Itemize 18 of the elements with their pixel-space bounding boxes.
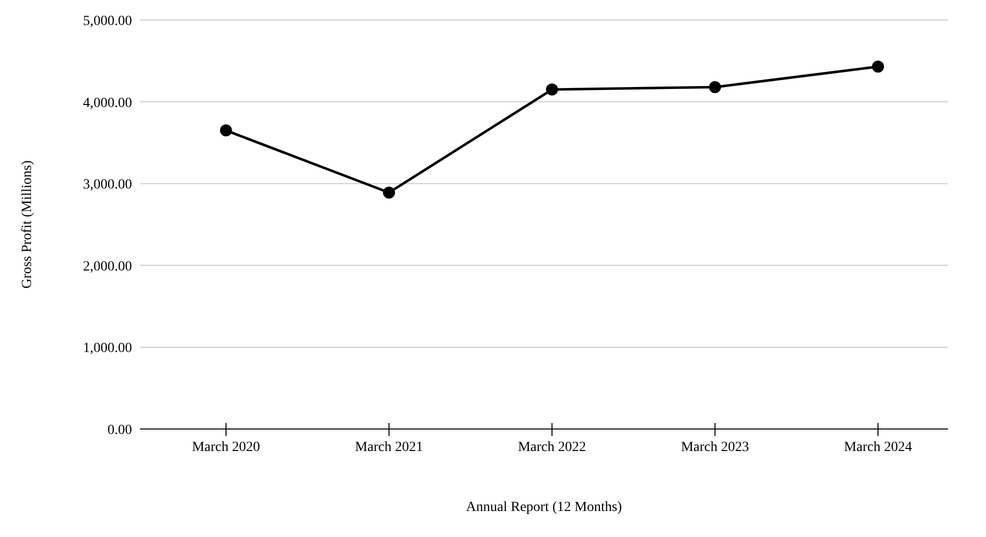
x-tick-label: March 2023	[680, 440, 750, 455]
y-tick-label: 5,000.00	[83, 14, 132, 29]
point	[872, 60, 884, 73]
x-tick-label: March 2021	[354, 440, 424, 455]
point	[709, 81, 721, 94]
point	[546, 84, 558, 96]
x-tick-label: March 2022	[518, 440, 586, 455]
y-axis-title: Gross Profit (Millions)	[20, 160, 35, 289]
x-tick-label: March 2024	[844, 440, 912, 455]
x-tick-label: March 2020	[192, 440, 260, 455]
y-tick-label: 1,000.00	[83, 341, 132, 356]
x-axis-title: Annual Report (12 Months)	[466, 500, 622, 515]
y-tick-label: 3,000.00	[83, 178, 132, 193]
point	[220, 124, 232, 136]
y-tick-label: 2,000.00	[83, 259, 132, 274]
point	[383, 186, 395, 199]
y-tick-label: 4,000.00	[83, 96, 132, 111]
y-tick-label: 0.00	[108, 422, 132, 438]
